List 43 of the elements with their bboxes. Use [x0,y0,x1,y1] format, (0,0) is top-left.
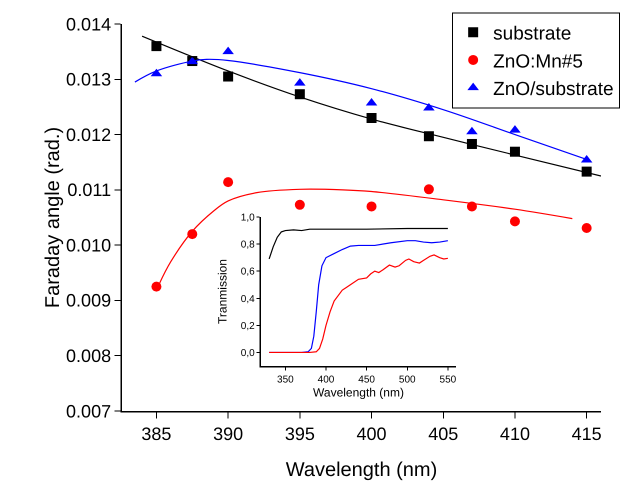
x-axis-title: Wavelength (nm) [313,385,404,400]
point [582,223,592,233]
y-axis-title: Faraday angle (rad.) [42,126,64,308]
x-tick-label: 400 [318,374,335,386]
y-tick-label: 0.014 [66,14,112,34]
legend-label: ZnO/substrate [493,79,614,100]
x-tick-label: 350 [277,374,294,386]
y-tick-label: 0,0 [240,348,256,359]
x-tick-label: 550 [440,374,457,386]
point [510,216,520,226]
x-axis-title: Wavelength (nm) [286,459,438,481]
legend-label: substrate [493,24,572,45]
point [424,184,434,194]
y-tick-label: 0.008 [66,346,112,366]
point [151,282,162,292]
point [223,177,234,188]
y-tick-label: 1,0 [240,212,256,224]
line-series [268,228,448,260]
legend-label: ZnO:Mn#5 [493,51,583,72]
x-tick-label: 405 [428,424,458,444]
y-tick-label: 0.012 [66,124,112,145]
y-tick-label: 0,6 [240,266,256,278]
y-axis-title: Tranmission [216,259,230,324]
y-tick-label: 0.011 [67,180,112,200]
point [223,72,234,82]
x-tick-label: 415 [572,424,602,444]
x-tick-label: 450 [358,374,376,386]
point [151,41,162,52]
x-tick-label: 395 [284,424,315,444]
y-tick-label: 0.007 [66,401,112,422]
x-tick-label: 410 [500,424,530,444]
point [366,201,377,212]
y-tick-label: 0.010 [66,235,112,256]
x-tick-label: 390 [213,424,244,444]
x-tick-label: 400 [356,424,387,444]
y-tick-label: 0,8 [240,240,256,251]
y-tick-label: 0.009 [66,290,112,311]
y-tick-label: 0.013 [66,70,112,90]
point [294,200,305,210]
x-tick-label: 500 [398,374,416,386]
y-tick-label: 0,2 [240,320,256,332]
x-tick-label: 385 [141,424,172,444]
y-tick-label: 0,4 [240,294,256,305]
